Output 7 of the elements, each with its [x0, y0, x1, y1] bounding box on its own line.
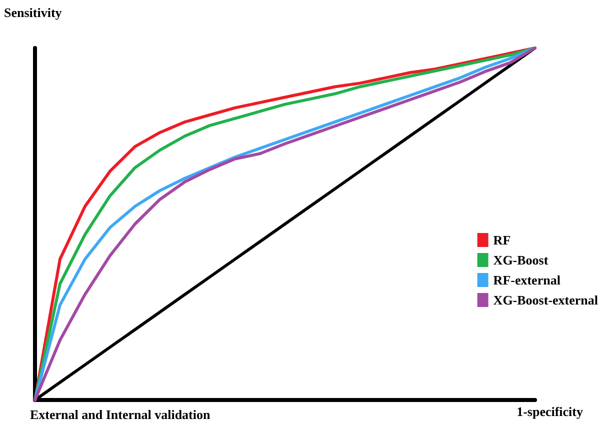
x-axis-title: 1-specificity	[516, 404, 584, 419]
legend-label: RF-external	[493, 272, 561, 288]
legend-label: XG-Boost	[493, 252, 549, 268]
legend-label: XG-Boost-external	[493, 292, 598, 308]
legend-label: RF	[493, 232, 511, 248]
text: External and Internal validation	[30, 407, 211, 422]
y-axis-title: Sensitivity	[4, 5, 62, 20]
